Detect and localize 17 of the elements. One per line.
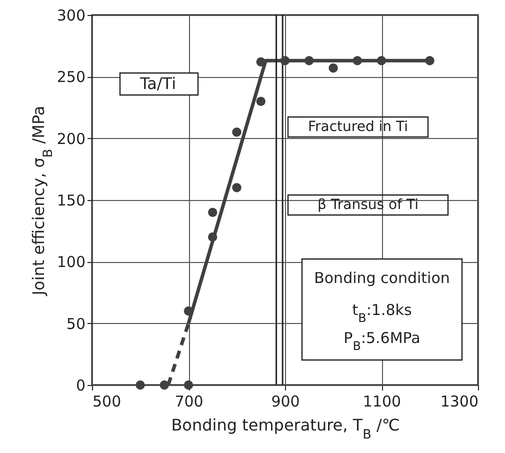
x-tick-label: 1100 bbox=[362, 392, 402, 410]
y-tick-label: 0 bbox=[76, 376, 86, 394]
x-tick-label: 500 bbox=[92, 392, 122, 410]
x-tick-label: 700 bbox=[174, 392, 204, 410]
x-axis-title: Bonding temperature, T$_{B}$ /℃ bbox=[171, 416, 400, 442]
y-tick-label: 250 bbox=[56, 68, 86, 86]
x-tick-label: 900 bbox=[271, 392, 300, 410]
y-tick-label: 300 bbox=[56, 6, 86, 24]
y-tick-label: 100 bbox=[56, 253, 86, 272]
x-tick-label: 1300 bbox=[440, 392, 478, 410]
annotation: Bonding condition bbox=[314, 269, 450, 287]
annotation: P$_{B}$:5.6MPa bbox=[344, 329, 420, 353]
annotation: t$_{B}$:1.8ks bbox=[352, 301, 412, 325]
y-tick-label: 50 bbox=[66, 314, 86, 333]
y-tick-label: 200 bbox=[56, 130, 86, 148]
annotation: Ta/Ti bbox=[138, 74, 176, 93]
y-tick-label: 150 bbox=[56, 192, 86, 210]
